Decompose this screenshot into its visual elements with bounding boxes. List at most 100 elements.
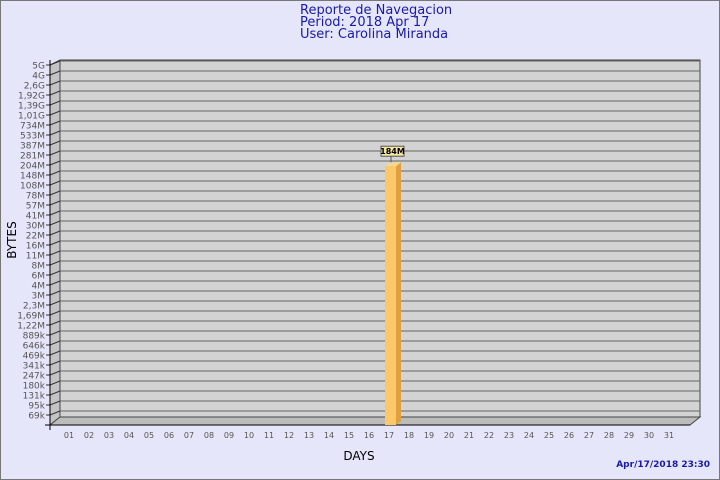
y-tick-label: 30M bbox=[26, 222, 45, 232]
y-tick-slant bbox=[49, 320, 61, 326]
y-axis-title: BYTES bbox=[5, 221, 19, 258]
bar-top bbox=[385, 162, 401, 167]
y-tick-slant bbox=[49, 80, 61, 86]
y-tick-slant bbox=[49, 70, 61, 76]
y-tick-slant bbox=[49, 100, 61, 106]
report-period: Period: 2018 Apr 17 bbox=[300, 15, 430, 30]
y-tick-slant bbox=[49, 300, 61, 306]
y-tick-label: 95k bbox=[28, 402, 45, 412]
x-tick-label: 05 bbox=[144, 431, 154, 440]
y-tick-label: 8M bbox=[32, 262, 46, 272]
y-tick-label: 41M bbox=[26, 212, 45, 222]
y-tick-label: 11M bbox=[26, 252, 45, 262]
y-tick-label: 1,39G bbox=[18, 102, 45, 112]
y-tick-label: 2,3M bbox=[23, 302, 45, 312]
bar-label-box bbox=[380, 145, 405, 157]
y-tick-label: 341k bbox=[23, 362, 46, 372]
x-tick-label: 07 bbox=[184, 431, 194, 440]
x-tick-label: 11 bbox=[264, 431, 274, 440]
x-tick-label: 12 bbox=[284, 431, 294, 440]
x-tick-label: 29 bbox=[624, 431, 634, 440]
x-tick-label: 17 bbox=[384, 431, 394, 440]
y-tick-label: 1,69M bbox=[17, 312, 45, 322]
y-tick-slant bbox=[49, 150, 61, 156]
y-tick-label: 22M bbox=[26, 232, 45, 242]
bar bbox=[385, 166, 396, 425]
x-tick-label: 21 bbox=[464, 431, 474, 440]
y-tick-slant bbox=[49, 190, 61, 196]
x-tick-label: 27 bbox=[584, 431, 594, 440]
y-tick-slant bbox=[49, 370, 61, 376]
y-tick-label: 4G bbox=[32, 72, 45, 82]
x-tick-label: 08 bbox=[204, 431, 214, 440]
y-tick-label: 4M bbox=[32, 282, 46, 292]
y-tick-label: 78M bbox=[26, 192, 45, 202]
y-tick-slant bbox=[49, 210, 61, 216]
y-tick-label: 646k bbox=[23, 342, 46, 352]
x-tick-label: 31 bbox=[664, 431, 674, 440]
y-tick-slant bbox=[49, 160, 61, 166]
y-tick-slant bbox=[49, 400, 61, 406]
y-tick-slant bbox=[49, 240, 61, 246]
y-tick-slant bbox=[49, 380, 61, 386]
x-tick-label: 15 bbox=[344, 431, 354, 440]
y-tick-slant bbox=[49, 290, 61, 296]
y-tick-slant bbox=[49, 410, 61, 416]
y-tick-label: 281M bbox=[20, 152, 45, 162]
x-tick-label: 18 bbox=[404, 431, 414, 440]
y-tick-slant bbox=[49, 310, 61, 316]
y-tick-slant bbox=[49, 270, 61, 276]
y-tick-label: 204M bbox=[20, 162, 45, 172]
y-tick-label: 5G bbox=[32, 62, 45, 72]
y-tick-slant bbox=[49, 280, 61, 286]
y-tick-label: 2,6G bbox=[24, 82, 45, 92]
y-tick-label: 3M bbox=[32, 292, 46, 302]
y-tick-slant bbox=[49, 260, 61, 266]
y-tick-slant bbox=[49, 330, 61, 336]
x-tick-label: 01 bbox=[64, 431, 74, 440]
y-tick-label: 1,01G bbox=[18, 112, 45, 122]
x-tick-label: 19 bbox=[424, 431, 434, 440]
y-tick-label: 57M bbox=[26, 202, 45, 212]
y-tick-slant bbox=[49, 130, 61, 136]
x-tick-label: 10 bbox=[244, 431, 254, 440]
y-tick-label: 131k bbox=[23, 392, 46, 402]
x-tick-label: 16 bbox=[364, 431, 374, 440]
y-tick-slant bbox=[49, 350, 61, 356]
y-tick-slant bbox=[49, 360, 61, 366]
y-tick-label: 1,92G bbox=[18, 92, 45, 102]
back-wall bbox=[59, 59, 701, 418]
x-tick-label: 13 bbox=[304, 431, 314, 440]
y-tick-slant bbox=[49, 340, 61, 346]
y-tick-slant bbox=[49, 180, 61, 186]
y-tick-label: 69k bbox=[28, 412, 45, 422]
x-tick-label: 24 bbox=[524, 431, 534, 440]
bar-side bbox=[396, 162, 401, 425]
x-tick-label: 25 bbox=[544, 431, 554, 440]
x-tick-label: 14 bbox=[324, 431, 334, 440]
y-tick-slant bbox=[49, 170, 61, 176]
y-tick-slant bbox=[49, 60, 61, 66]
x-tick-label: 06 bbox=[164, 431, 174, 440]
y-tick-label: 387M bbox=[20, 142, 45, 152]
y-tick-slant bbox=[49, 230, 61, 236]
y-tick-label: 247k bbox=[23, 372, 46, 382]
y-tick-label: 108M bbox=[20, 182, 45, 192]
x-tick-label: 28 bbox=[604, 431, 614, 440]
y-tick-slant bbox=[49, 110, 61, 116]
y-tick-label: 6M bbox=[32, 272, 46, 282]
y-tick-slant bbox=[49, 200, 61, 206]
x-tick-label: 30 bbox=[644, 431, 654, 440]
report-timestamp: Apr/17/2018 23:30 bbox=[616, 460, 710, 470]
x-tick-label: 04 bbox=[124, 431, 134, 440]
y-tick-label: 148M bbox=[20, 172, 45, 182]
x-tick-label: 09 bbox=[224, 431, 234, 440]
bar-value-label: 184M bbox=[380, 147, 405, 156]
y-tick-slant bbox=[49, 140, 61, 146]
x-axis-title: DAYS bbox=[343, 449, 374, 463]
x-tick-label: 03 bbox=[104, 431, 114, 440]
x-tick-label: 26 bbox=[564, 431, 574, 440]
report-title: Reporte de Navegacion bbox=[300, 3, 453, 18]
x-tick-label: 22 bbox=[484, 431, 494, 440]
